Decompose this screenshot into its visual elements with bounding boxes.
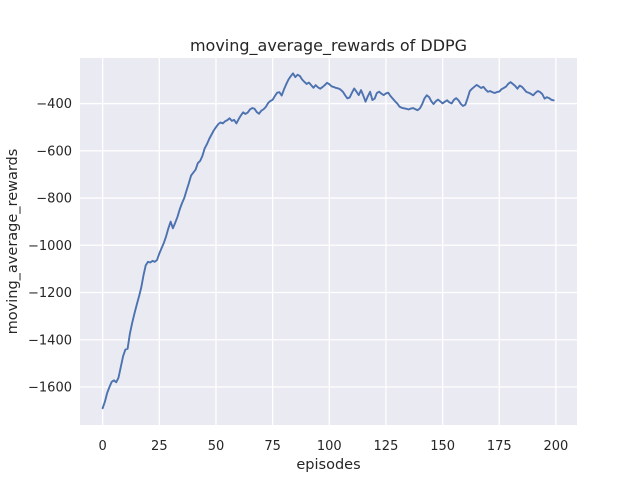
reward-line bbox=[101, 72, 555, 410]
y-tick-label--400: −400 bbox=[36, 97, 72, 112]
x-tick-labels: 0 25 50 75 100 125 150 175 200 bbox=[99, 439, 569, 454]
x-tick-label-175: 175 bbox=[487, 439, 512, 454]
y-tick-label--1600: −1600 bbox=[28, 381, 72, 396]
y-tick-label--1200: −1200 bbox=[28, 286, 72, 301]
x-tick-label-50: 50 bbox=[208, 439, 225, 454]
x-tick-label-75: 75 bbox=[264, 439, 281, 454]
x-axis-label: episodes bbox=[296, 457, 360, 473]
y-tick-label--800: −800 bbox=[36, 192, 72, 207]
x-tick-label-150: 150 bbox=[430, 439, 455, 454]
x-tick-label-100: 100 bbox=[317, 439, 342, 454]
y-tick-label--600: −600 bbox=[36, 144, 72, 159]
y-tick-labels: −400 −600 −800 −1000 −1200 −1400 −1600 bbox=[28, 97, 72, 395]
x-tick-label-200: 200 bbox=[544, 439, 569, 454]
x-tick-label-125: 125 bbox=[374, 439, 399, 454]
chart-title: moving_average_rewards of DDPG bbox=[190, 36, 467, 56]
y-axis-label: moving_average_rewards bbox=[5, 149, 21, 335]
y-tick-label--1400: −1400 bbox=[28, 333, 72, 348]
x-tick-label-25: 25 bbox=[151, 439, 168, 454]
x-tick-label-0: 0 bbox=[99, 439, 107, 454]
gridlines bbox=[80, 58, 577, 425]
y-tick-label--1000: −1000 bbox=[28, 239, 72, 254]
plot-background bbox=[80, 58, 577, 425]
